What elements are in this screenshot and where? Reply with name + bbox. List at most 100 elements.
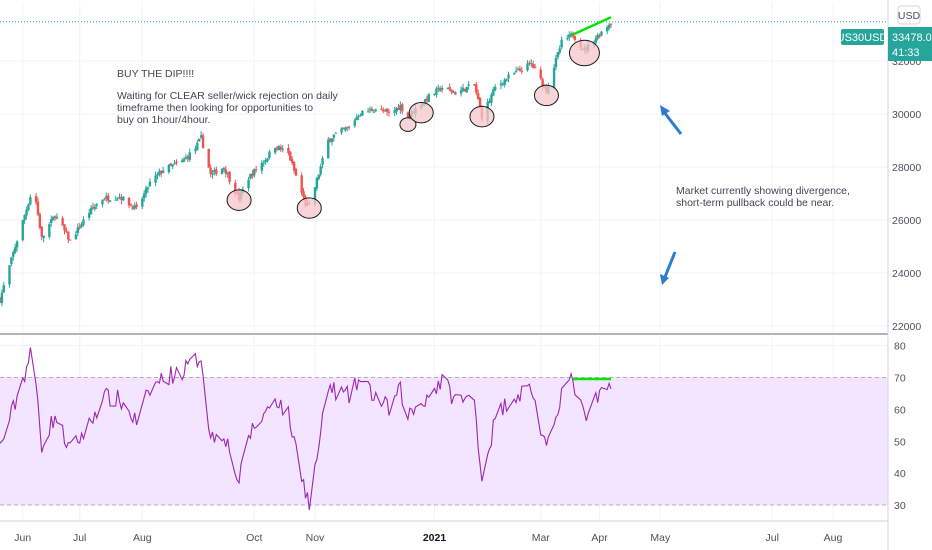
candle-body <box>598 34 601 37</box>
candle-body <box>573 35 577 40</box>
candle-body <box>560 39 563 48</box>
candle-body <box>141 198 144 207</box>
candle-body <box>173 163 176 165</box>
candle-body <box>607 24 611 29</box>
candle-body <box>103 199 106 201</box>
candle-body <box>439 88 442 91</box>
candle-body <box>188 152 191 160</box>
candle-body <box>234 182 237 194</box>
candle-body <box>67 231 70 240</box>
candle-body <box>222 167 226 170</box>
candle-body <box>148 181 152 187</box>
candle-body <box>317 174 320 179</box>
candle-body <box>359 115 362 117</box>
candle-body <box>315 178 319 189</box>
rsi-axis-ticks[interactable]: 30 40 50 60 70 80 <box>894 341 906 512</box>
candle-body <box>492 89 495 96</box>
candle-body <box>61 218 64 226</box>
candle-body <box>146 187 150 189</box>
candle-body <box>287 147 290 154</box>
time-tick-label: Apr <box>591 532 608 544</box>
divergence-line-2: short-term pullback could be near. <box>676 197 834 209</box>
candle-body <box>167 164 171 173</box>
dip-circles <box>226 39 600 219</box>
candle-body <box>342 127 345 130</box>
candle-body <box>169 163 172 166</box>
dip-circle <box>399 117 417 132</box>
candle-body <box>143 193 146 199</box>
candle-body <box>213 169 216 172</box>
candle-body <box>552 67 556 88</box>
candle-body <box>554 57 558 68</box>
candle-body <box>15 241 19 248</box>
candle-body <box>101 199 104 205</box>
candle-body <box>328 138 332 142</box>
candle-body <box>505 79 508 81</box>
candle-body <box>292 161 296 171</box>
candle-body <box>118 196 121 198</box>
candle-body <box>518 68 522 71</box>
candle-body <box>355 116 358 121</box>
candle-body <box>528 62 531 64</box>
candle-body <box>541 79 544 87</box>
candle-body <box>120 197 123 201</box>
candle-body <box>380 108 383 110</box>
candle-body <box>321 158 324 165</box>
price-divergence-line <box>572 16 612 36</box>
candle-body <box>596 34 599 39</box>
candle-body <box>199 135 203 138</box>
candle-body <box>36 201 40 215</box>
candle-body <box>433 93 436 96</box>
time-axis-ticks[interactable]: Jun Jul Aug Oct Nov 2021 Mar Apr May Jul Aug <box>14 532 842 544</box>
candle-body <box>247 179 250 189</box>
candle-body <box>473 84 476 86</box>
candle-body <box>568 34 571 38</box>
time-tick-label: Nov <box>306 532 325 544</box>
candle-body <box>347 126 351 128</box>
candle-body <box>463 88 467 92</box>
dip-circle <box>568 39 600 67</box>
candle-body <box>357 115 360 117</box>
candle-body <box>69 239 72 241</box>
candle-body <box>268 151 271 158</box>
candle-body <box>51 216 55 220</box>
candle-body <box>93 206 97 210</box>
candle-body <box>501 84 505 86</box>
candle-body <box>558 48 561 53</box>
dip-circle <box>533 84 559 107</box>
currency-button[interactable]: USD <box>897 5 921 25</box>
candle-body <box>63 224 66 231</box>
price-badge-bg <box>888 27 932 61</box>
price-tick-label: 26000 <box>892 215 921 227</box>
candle-body <box>105 196 108 199</box>
candle-body <box>313 187 317 205</box>
candle-body <box>395 108 398 112</box>
candle-body <box>475 84 478 93</box>
candle-body <box>531 64 535 68</box>
candle-body <box>503 79 506 85</box>
candle-body <box>40 226 43 237</box>
candle-body <box>135 204 138 207</box>
candle-body <box>440 88 444 90</box>
candle-body <box>461 87 465 91</box>
candle-body <box>209 167 212 175</box>
candle-body <box>87 213 91 218</box>
candle-body <box>427 94 431 102</box>
time-tick-label: Oct <box>246 532 262 544</box>
candle-body <box>526 63 529 71</box>
candle-body <box>594 38 597 43</box>
candle-body <box>467 84 470 86</box>
candle-body <box>385 108 389 112</box>
rsi-tick-label: 60 <box>894 404 906 416</box>
candle-body <box>10 257 13 265</box>
candle-body <box>302 191 305 198</box>
candle-body <box>8 265 11 285</box>
candle-body <box>180 160 184 163</box>
candle-body <box>294 168 298 176</box>
candle-body <box>448 86 451 90</box>
candle-body <box>129 203 133 206</box>
candle-body <box>275 147 279 150</box>
candle-body <box>253 169 256 176</box>
